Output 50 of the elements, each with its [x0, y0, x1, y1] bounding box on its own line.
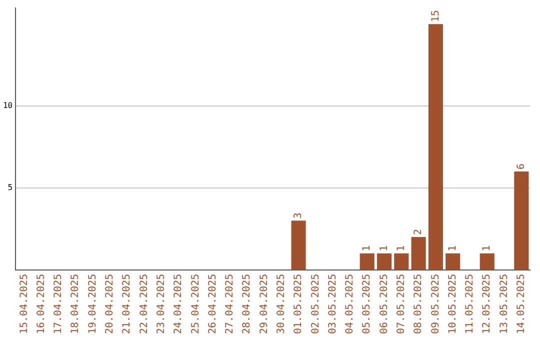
x-tick-label: 06.05.2025 [378, 274, 390, 334]
x-tick-label: 22.04.2025 [138, 274, 150, 334]
x-tick-label: 18.04.2025 [70, 274, 82, 334]
x-tick-label: 01.05.2025 [293, 274, 304, 334]
data-label: 2 [413, 229, 424, 236]
data-label: 6 [516, 164, 528, 170]
x-tick-label: 15.04.2025 [18, 274, 30, 334]
x-tick-label: 26.04.2025 [207, 274, 218, 334]
bar [411, 237, 426, 270]
bar [291, 220, 306, 270]
x-tick-label: 13.05.2025 [498, 274, 510, 334]
x-tick-label: 29.04.2025 [258, 274, 270, 334]
x-tick-label: 04.05.2025 [344, 274, 356, 334]
bar [376, 253, 392, 270]
x-tick-label: 24.04.2025 [173, 274, 184, 334]
x-tick-label: 09.05.2025 [430, 274, 442, 334]
bar [428, 24, 443, 270]
data-label: 1 [447, 245, 458, 252]
bar [514, 172, 529, 270]
data-label: 3 [293, 212, 304, 219]
x-tick-label: 14.05.2025 [516, 274, 528, 334]
x-tick-label: 19.04.2025 [87, 274, 98, 334]
x-tick-label: 10.05.2025 [447, 274, 458, 334]
x-tick-label: 17.04.2025 [53, 274, 64, 334]
data-label: 1 [378, 245, 390, 252]
x-tick-label: 25.04.2025 [190, 274, 202, 334]
data-label: 1 [482, 245, 493, 252]
y-tick-label: 5 [8, 183, 13, 192]
bar [360, 253, 374, 270]
data-label: 1 [396, 245, 407, 252]
x-tick-label: 08.05.2025 [413, 274, 424, 334]
x-tick-label: 27.04.2025 [224, 274, 236, 334]
y-tick-label: 10 [2, 101, 13, 110]
x-tick-label: 11.05.2025 [464, 274, 476, 334]
x-tick-label: 12.05.2025 [482, 274, 493, 334]
x-tick-label: 28.04.2025 [242, 274, 253, 334]
x-tick-label: 05.05.2025 [362, 274, 373, 334]
x-tick-label: 20.04.2025 [104, 274, 116, 334]
bar [394, 253, 409, 270]
x-tick-label: 23.04.2025 [156, 274, 167, 334]
x-tick-label: 30.04.2025 [276, 274, 287, 334]
x-tick-label: 16.04.2025 [36, 274, 47, 334]
bar [446, 253, 460, 270]
x-tick-label: 03.05.2025 [327, 274, 338, 334]
x-tick-label: 02.05.2025 [310, 274, 322, 334]
x-tick-label: 07.05.2025 [396, 274, 407, 334]
bar [480, 253, 494, 270]
data-label: 15 [430, 10, 442, 22]
data-label: 1 [362, 245, 373, 252]
x-tick-label: 21.04.2025 [122, 274, 133, 334]
